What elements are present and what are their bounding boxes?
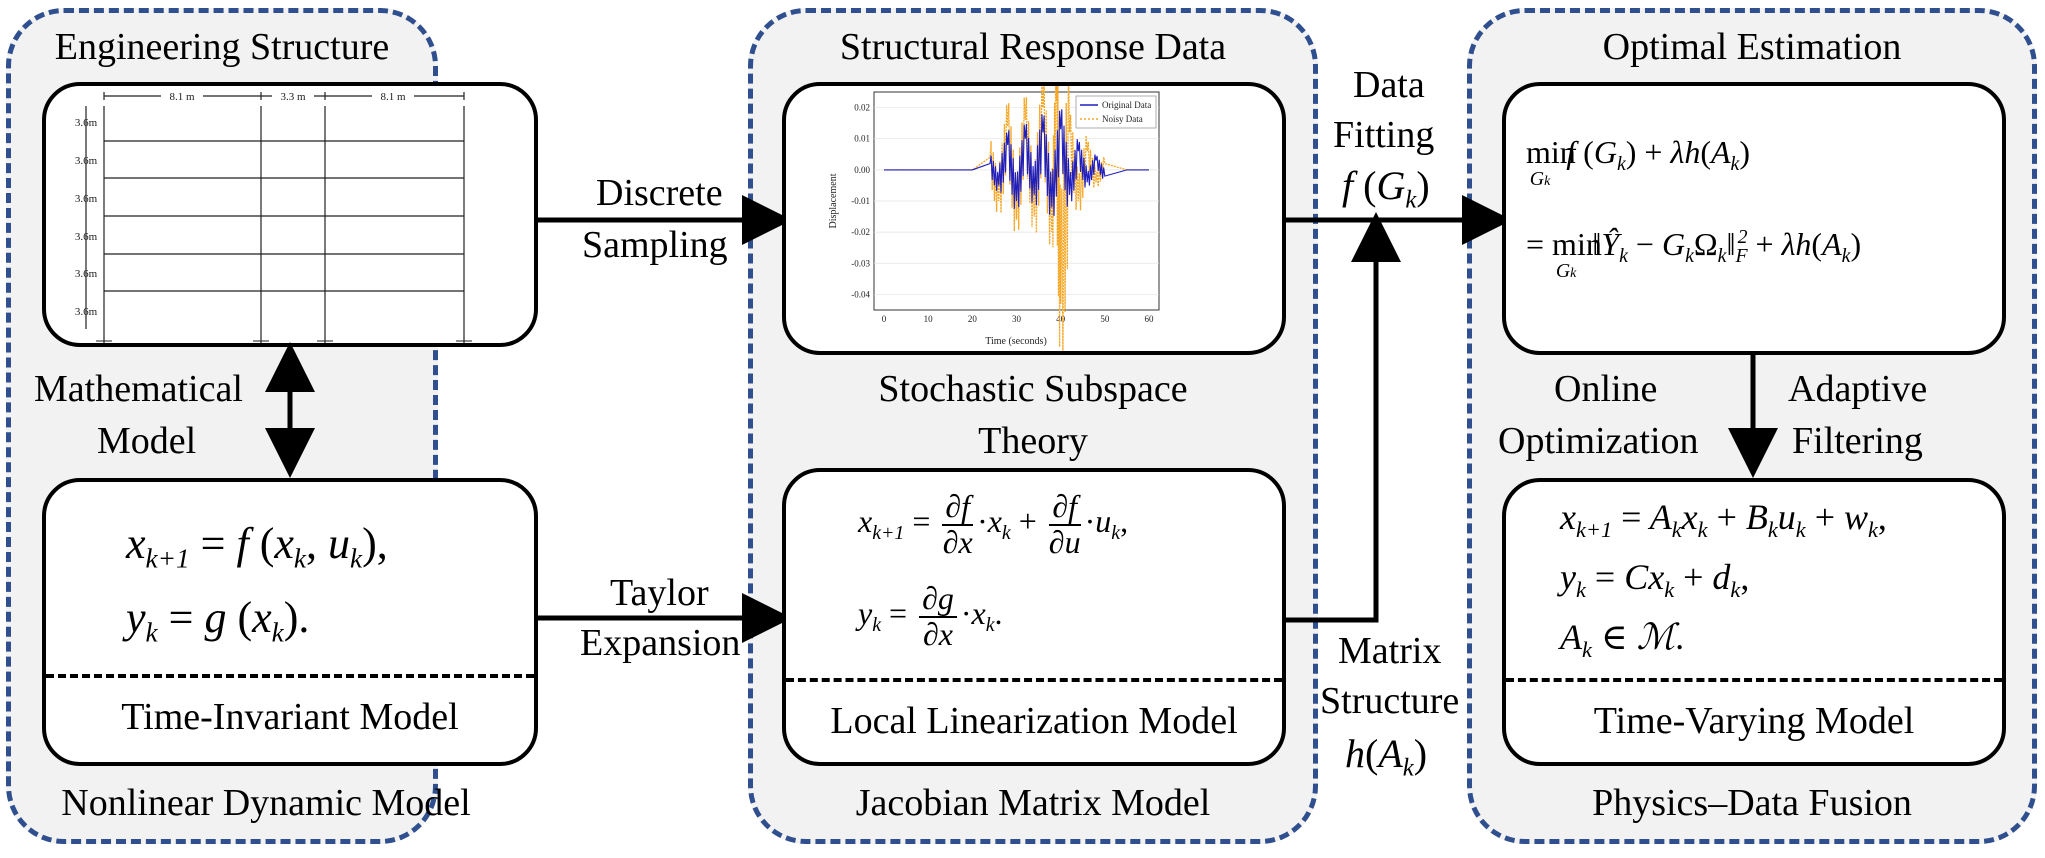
jacobian-matrix-model-label: Jacobian Matrix Model [855, 782, 1211, 824]
data-fitting-label-2: Fitting [1333, 114, 1435, 156]
time-varying-label: Time-Varying Model [1593, 700, 1915, 742]
discrete-label-2: Sampling [582, 224, 728, 266]
ytick-label: -0.03 [851, 258, 870, 268]
ytick-label: -0.01 [851, 196, 870, 206]
ytick-label: 0.02 [854, 103, 870, 113]
local-linearization-label: Local Linearization Model [830, 700, 1238, 742]
story-height-4: 3.6m [75, 231, 98, 243]
time-varying-model-box: xk+1 = Akxk + Bkuk + wk, yk = Cxk + dk, … [1502, 478, 2006, 766]
legend-original: Original Data [1102, 100, 1151, 110]
stochastic-subspace-label-2: Theory [978, 420, 1088, 462]
ytick-label: -0.02 [851, 227, 870, 237]
response-plot: 0.02 0.01 0.00 -0.01 -0.02 -0.03 -0.04 0 10 20 30… [828, 86, 1160, 351]
structural-response-title: Structural Response Data [839, 26, 1227, 68]
story-height-3: 3.6m [75, 193, 98, 205]
online-optimization-label-2: Optimization [1498, 420, 1699, 462]
online-optimization-label-1: Online [1554, 368, 1658, 410]
xtick-label: 50 [1100, 314, 1110, 324]
stochastic-subspace-label-1: Stochastic Subspace [878, 368, 1188, 410]
time-invariant-equation-2: yk = g (xk). [126, 593, 310, 648]
optimization-equation-1: minGk f (Gk) + λh(Ak) [1526, 134, 1750, 190]
frame-dim-2: 3.3 m [280, 91, 306, 103]
frame-structure-drawing: 8.1 m 3.3 m 8.1 m 3.6m 3.6m 3.6m 3.6m 3.… [75, 89, 472, 343]
ytick-label: -0.04 [851, 289, 870, 299]
taylor-label-2: Expansion [580, 622, 741, 664]
engineering-structure-title: Engineering Structure [54, 26, 390, 68]
local-linearization-box: xk+1 = ∂f ∂x ·xk + ∂f ∂u ·uk, yk = ∂g ∂x ·xk. … [782, 468, 1286, 766]
story-height-2: 3.6m [75, 155, 98, 167]
frame-dim-3: 8.1 m [380, 91, 406, 103]
math-model-label-1: Mathematical [34, 368, 243, 410]
linearization-equation-2: yk = ∂g ∂x ·xk. [858, 580, 1003, 652]
math-model-label-2: Model [97, 420, 197, 462]
time-varying-equation-2: yk = Cxk + dk, [1560, 557, 1750, 602]
matrix-structure-label-1: Matrix [1338, 630, 1442, 672]
frame-structure-box: 8.1 m 3.3 m 8.1 m 3.6m 3.6m 3.6m 3.6m 3.… [42, 82, 538, 347]
story-height-1: 3.6m [75, 117, 98, 129]
time-varying-equation-1: xk+1 = Akxk + Bkuk + wk, [1560, 497, 1887, 542]
xtick-label: 30 [1012, 314, 1022, 324]
xtick-label: 60 [1145, 314, 1155, 324]
xtick-label: 0 [882, 314, 887, 324]
frame-dim-1: 8.1 m [169, 91, 195, 103]
matrix-structure-label-2: Structure [1320, 680, 1460, 722]
matrix-structure-formula: h(Ak) [1345, 731, 1428, 782]
original-data-line [884, 109, 1149, 217]
optimization-equation-2: = minGk ‖Ŷk − GkΩk‖F2 + λh(Ak) [1526, 226, 1862, 282]
physics-data-fusion-label: Physics–Data Fusion [1592, 782, 1912, 824]
plot-legend: Original Data Noisy Data [1075, 95, 1157, 129]
optimization-box: minGk f (Gk) + λh(Ak) = minGk ‖Ŷk − GkΩk… [1502, 82, 2006, 355]
discrete-label-1: Discrete [596, 172, 723, 214]
optimal-estimation-title: Optimal Estimation [1602, 26, 1902, 68]
time-varying-equation-3: Ak ∈ ℳ. [1560, 617, 1685, 662]
xtick-label: 20 [968, 314, 978, 324]
ytick-label: 0.00 [854, 165, 870, 175]
matrix-structure-arrow [1286, 212, 1401, 623]
story-height-5: 3.6m [75, 268, 98, 280]
xtick-label: 10 [924, 314, 934, 324]
plot-ylabel: Displacement [828, 173, 839, 228]
nonlinear-dynamic-model-label: Nonlinear Dynamic Model [61, 782, 471, 824]
noisy-data-line [884, 86, 1149, 351]
story-height-6: 3.6m [75, 306, 98, 318]
xtick-label: 40 [1056, 314, 1066, 324]
linearization-divider [786, 678, 1282, 682]
time-invariant-model-box: xk+1 = f (xk, uk), yk = g (xk). Time-Inv… [42, 478, 538, 766]
linearization-equation-1: xk+1 = ∂f ∂x ·xk + ∂f ∂u ·uk, [858, 488, 1129, 560]
time-varying-divider [1506, 678, 2002, 682]
plot-xlabel: Time (seconds) [985, 336, 1047, 347]
time-invariant-equation-1: xk+1 = f (xk, uk), [126, 519, 388, 574]
time-invariant-divider [46, 674, 534, 678]
ytick-label: 0.01 [854, 134, 870, 144]
data-fitting-formula: f (Gk) [1342, 163, 1430, 214]
taylor-label-1: Taylor [610, 572, 709, 614]
adaptive-filtering-label-1: Adaptive [1788, 368, 1928, 410]
data-fitting-label-1: Data [1353, 64, 1425, 106]
time-invariant-label: Time-Invariant Model [121, 696, 459, 738]
response-plot-box: 0.02 0.01 0.00 -0.01 -0.02 -0.03 -0.04 0 10 20 30… [782, 82, 1286, 355]
adaptive-filtering-label-2: Filtering [1792, 420, 1923, 462]
legend-noisy: Noisy Data [1102, 114, 1143, 124]
